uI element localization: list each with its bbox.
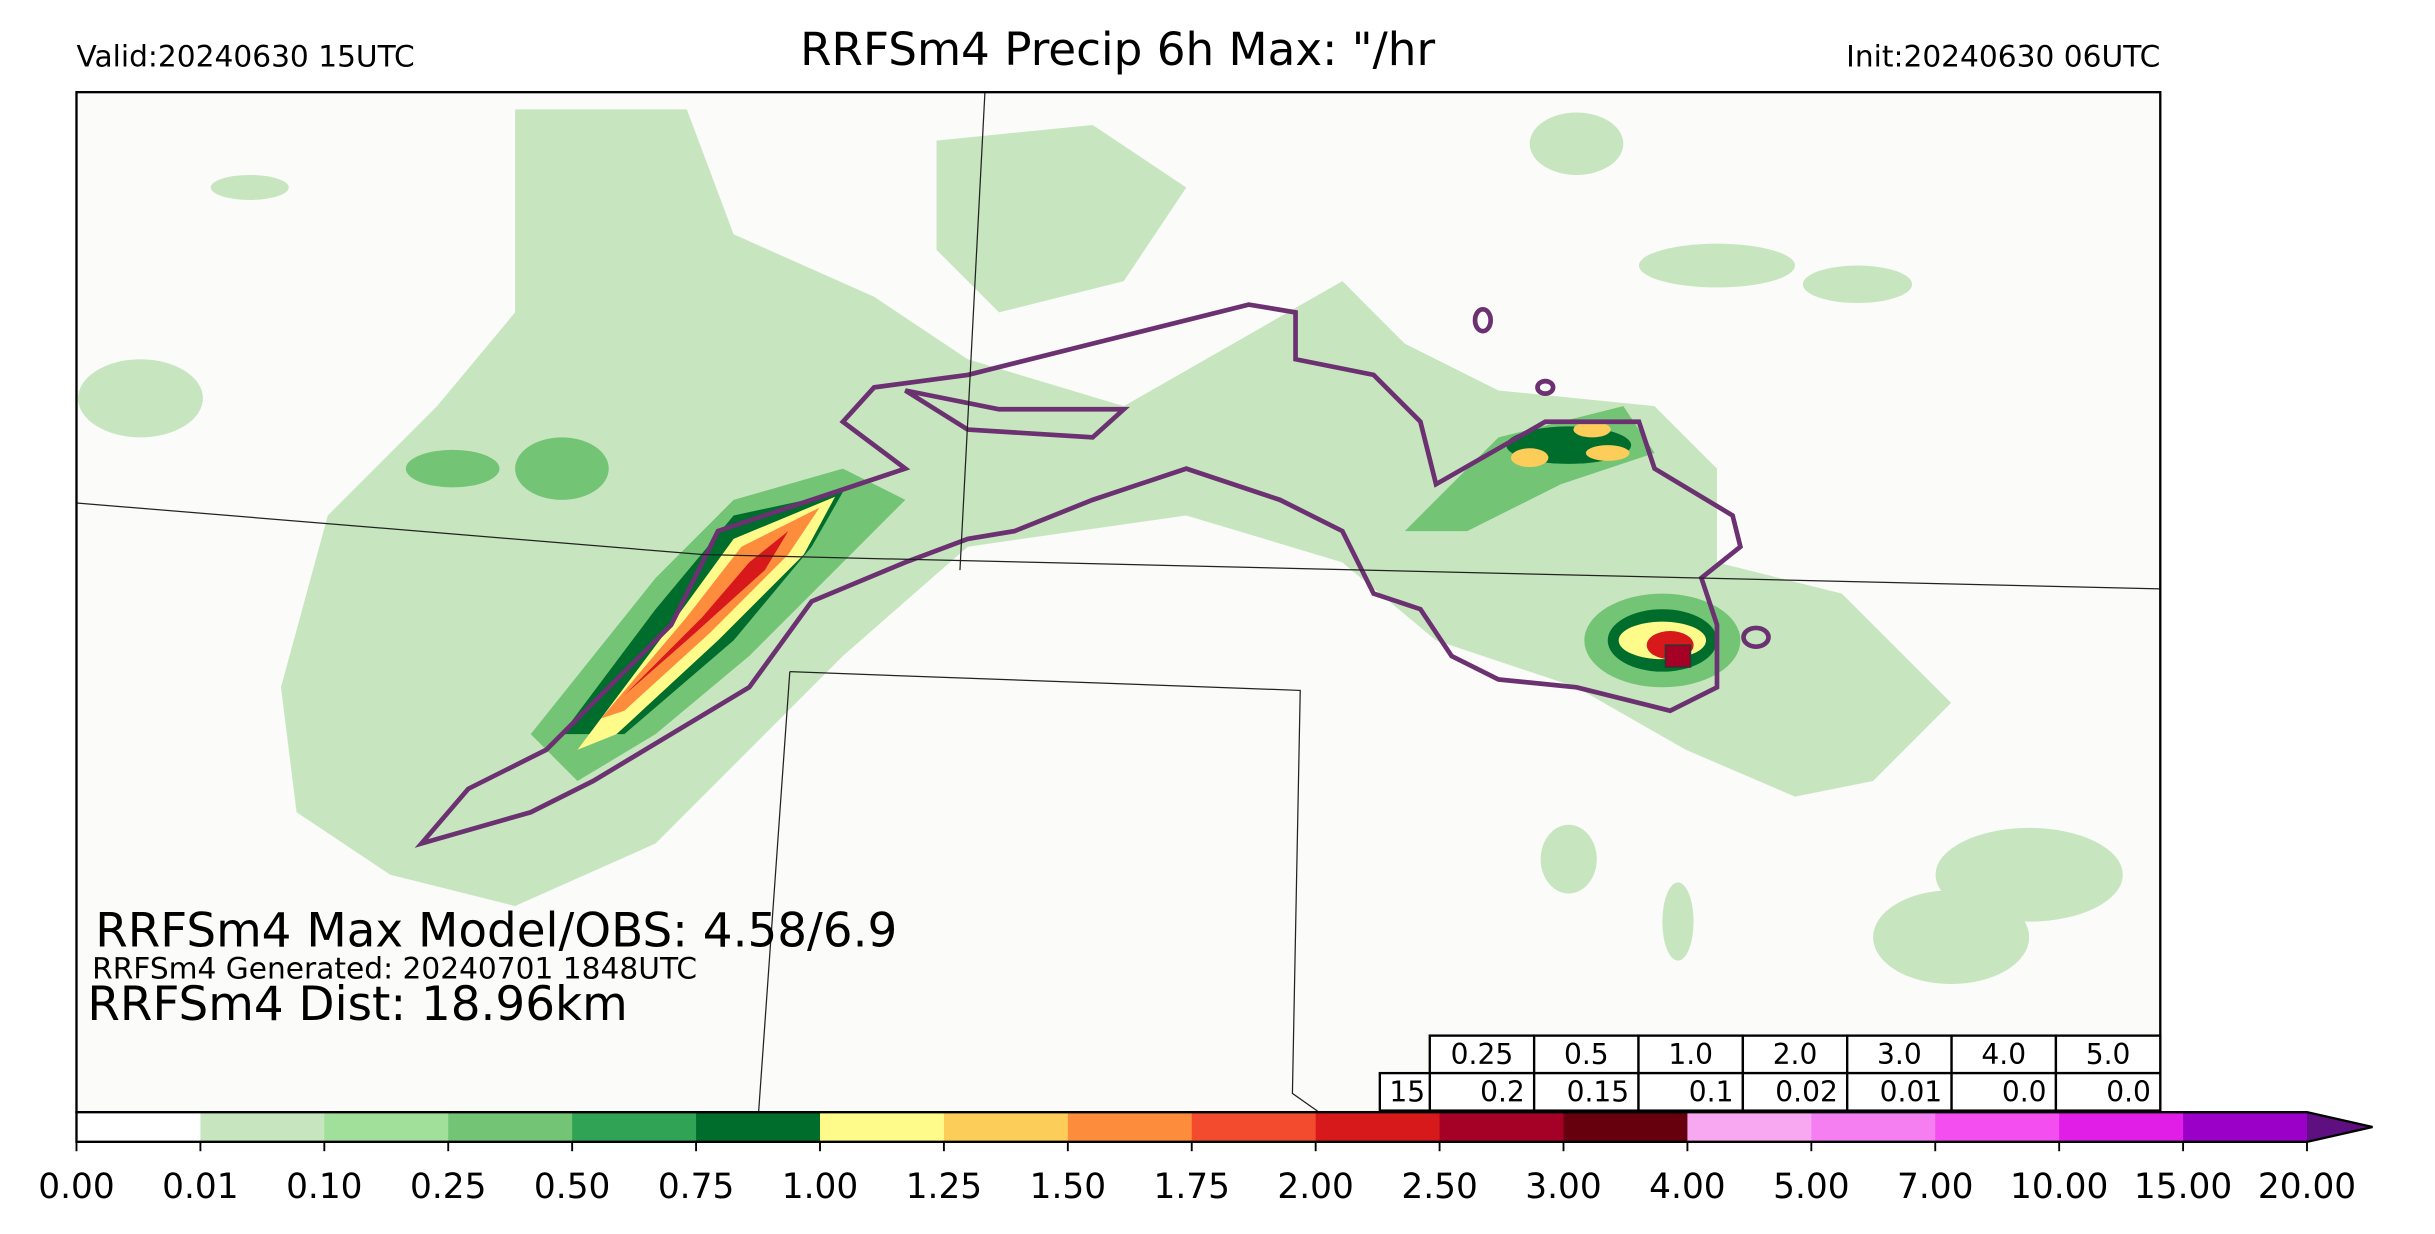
table-cell xyxy=(2054,1071,2162,1112)
table-value: 0.01 xyxy=(1880,1075,1943,1108)
colorbar-segment xyxy=(448,1112,573,1142)
map xyxy=(75,90,2162,1114)
table-value: 0.1 xyxy=(1689,1075,1734,1108)
colorbar-tick-label: 0.50 xyxy=(534,1167,610,1207)
colorbar-segment xyxy=(200,1112,326,1142)
observed-contour xyxy=(414,302,1771,848)
colorbar-tick-label: 0.01 xyxy=(162,1167,238,1207)
colorbar-tick-label: 2.50 xyxy=(1401,1167,1477,1207)
table-cell xyxy=(1950,1034,2058,1075)
colorbar-tick-label: 0.10 xyxy=(286,1167,362,1207)
colorbar-segment xyxy=(1811,1112,1937,1142)
colorbar-segment xyxy=(1439,1112,1565,1142)
colorbar-tick-label: 10.00 xyxy=(2010,1167,2108,1207)
colorbar-segment xyxy=(1687,1112,1813,1142)
max-annotation: RRFSm4 Max Model/OBS: 4.58/6.9 xyxy=(95,905,897,959)
colorbar-segment xyxy=(696,1112,821,1142)
precip-intense xyxy=(577,421,1707,750)
colorbar-segment xyxy=(572,1112,697,1142)
table-cell xyxy=(1950,1071,2058,1112)
colorbar-segment xyxy=(324,1112,450,1142)
threshold-label: 0.25 xyxy=(1451,1038,1514,1071)
state-borders xyxy=(76,92,2161,1113)
table-value: 0.0 xyxy=(2106,1075,2151,1108)
colorbar-tick-label: 5.00 xyxy=(1773,1167,1849,1207)
colorbar-segment xyxy=(1191,1112,1317,1142)
colorbar-segment xyxy=(76,1112,202,1142)
table-cell xyxy=(1378,1071,1431,1112)
colorbar-tick-label: 15.00 xyxy=(2134,1167,2232,1207)
threshold-label: 0.5 xyxy=(1564,1038,1609,1071)
colorbar-tick-label: 0.00 xyxy=(38,1167,114,1207)
generated-annotation: RRFSm4 Generated: 20240701 1848UTC xyxy=(92,951,697,986)
threshold-label: 3.0 xyxy=(1877,1038,1922,1071)
table-cell xyxy=(2054,1034,2162,1075)
threshold-label: 5.0 xyxy=(2086,1038,2131,1071)
table-cell xyxy=(1846,1034,1953,1075)
title: RRFSm4 Precip 6h Max: "/hr xyxy=(800,23,1435,76)
table-value: 0.15 xyxy=(1567,1075,1630,1108)
table-cell xyxy=(1741,1034,1849,1075)
colorbar-segment xyxy=(1935,1112,2060,1142)
colorbar-tick-label: 1.00 xyxy=(782,1167,858,1207)
colorbar-segment xyxy=(943,1112,1069,1142)
colorbar-tick-label: 4.00 xyxy=(1649,1167,1725,1207)
colorbar-segment xyxy=(2059,1112,2184,1142)
row-label: 15 xyxy=(1389,1075,1425,1108)
colorbar-tick-label: 20.00 xyxy=(2258,1167,2356,1207)
colorbar-extension xyxy=(2307,1112,2373,1142)
valid-time: Valid:20240630 15UTC xyxy=(76,38,414,73)
colorbar-segment xyxy=(1563,1112,1689,1142)
table-cell xyxy=(1741,1071,1849,1112)
colorbar-segment xyxy=(2183,1112,2308,1142)
init-time: Init:20240630 06UTC xyxy=(1846,38,2160,73)
colorbar-segment xyxy=(1315,1112,1441,1142)
threshold-table: 0.25 0.2 0.5 0.15 1.0 0.1 2.0 0.02 3.0 0.01 4.0 0.0… xyxy=(1378,1034,2162,1112)
dist-annotation: RRFSm4 Dist: 18.96km xyxy=(87,978,627,1032)
colorbar-tick-label: 1.75 xyxy=(1154,1167,1230,1207)
table-cell xyxy=(1846,1071,1953,1112)
colorbar-segment xyxy=(1067,1112,1193,1142)
colorbar-tick-label: 0.25 xyxy=(410,1167,486,1207)
threshold-label: 4.0 xyxy=(1981,1038,2026,1071)
colorbar-outline xyxy=(75,1110,2373,1144)
colorbar-tick-label: 2.00 xyxy=(1277,1167,1353,1207)
colorbar-tick-label: 1.25 xyxy=(906,1167,982,1207)
table-value: 0.2 xyxy=(1480,1075,1525,1108)
precip-light xyxy=(78,109,2123,985)
table-value: 0.02 xyxy=(1775,1075,1838,1108)
table-cell xyxy=(1532,1034,1640,1075)
colorbar-tick-label: 1.50 xyxy=(1030,1167,1106,1207)
colorbar-segment xyxy=(819,1112,945,1142)
table-cell xyxy=(1428,1034,1536,1075)
colorbar-tick-label: 0.75 xyxy=(658,1167,734,1207)
colorbar-tick-label: 7.00 xyxy=(1897,1167,1973,1207)
table-value: 0.0 xyxy=(2002,1075,2047,1108)
colorbar: 0.00 0.01 0.10 0.25 0.50 0.75 1.00 1.25 1.50 1.75… xyxy=(38,1110,2373,1207)
threshold-label: 2.0 xyxy=(1773,1038,1818,1071)
table-cell xyxy=(1532,1071,1640,1112)
threshold-label: 1.0 xyxy=(1668,1038,1713,1071)
table-cell xyxy=(1637,1034,1745,1075)
colorbar-tick-label: 3.00 xyxy=(1525,1167,1601,1207)
